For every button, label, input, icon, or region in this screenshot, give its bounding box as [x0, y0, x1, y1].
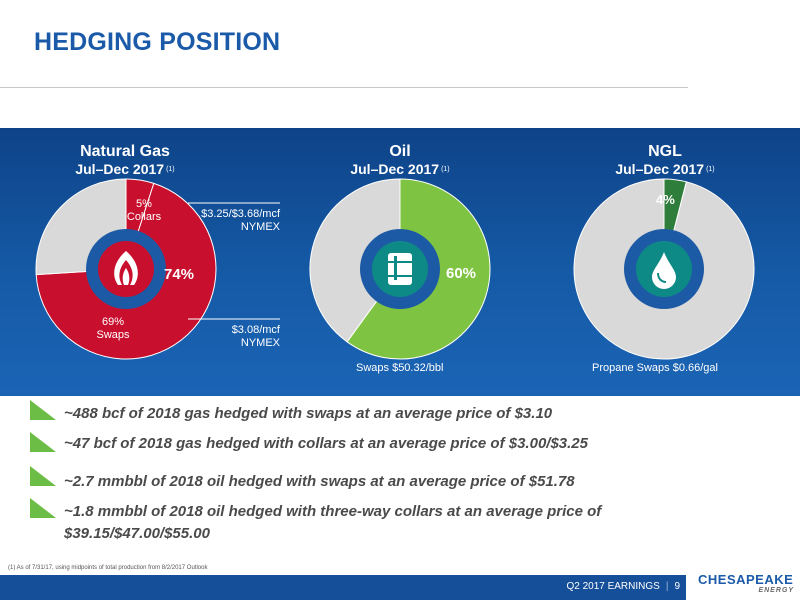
gas-collars-price: $3.25/$3.68/mcf NYMEX — [201, 208, 280, 233]
oil-chart-header: Oil Jul–Dec 2017 (1) — [325, 142, 475, 178]
bullet-triangle-icon — [30, 498, 56, 518]
droplet-icon — [652, 252, 676, 289]
title-divider — [0, 87, 688, 88]
footnote: (1) As of 7/31/17, using midpoints of to… — [8, 565, 208, 571]
ngl-chart-header: NGL Jul–Dec 2017 (1) — [590, 142, 740, 178]
gas-chart-header: Natural Gas Jul–Dec 2017 (1) — [60, 142, 190, 178]
oil-caption: Swaps $50.32/bbl — [356, 362, 444, 374]
gas-swaps-label: 69% Swaps — [96, 316, 130, 341]
gas-swaps-price: $3.08/mcf NYMEX — [231, 324, 280, 349]
oil-chart-period: Jul–Dec 2017 — [350, 161, 440, 177]
oil-barrel-icon — [388, 253, 412, 285]
company-logo: CHESAPEAKE ENERGY — [698, 572, 794, 594]
flame-icon — [114, 251, 138, 285]
ngl-hedged-percent: 4% — [656, 192, 675, 207]
bullet-triangle-icon — [30, 466, 56, 486]
charts-panel: Natural Gas Jul–Dec 2017 (1) Oil Jul–Dec … — [0, 128, 800, 396]
page-title: HEDGING POSITION — [34, 28, 281, 56]
ngl-chart-name: NGL — [648, 143, 682, 160]
oil-hedged-percent: 60% — [446, 265, 477, 282]
ngl-chart-period: Jul–Dec 2017 — [615, 161, 705, 177]
gas-collars-label: 5% Collars — [126, 198, 162, 223]
oil-note-ref: (1) — [441, 166, 450, 173]
donut-charts — [35, 178, 755, 360]
page-number: 9 — [674, 581, 680, 592]
oil-unhedged-slice — [309, 178, 401, 343]
gas-note-ref: (1) — [166, 166, 175, 173]
gas-chart-period: Jul–Dec 2017 — [75, 161, 165, 177]
footer-bar: Q2 2017 EARNINGS | 9 — [0, 575, 686, 600]
ngl-caption: Propane Swaps $0.66/gal — [592, 362, 718, 374]
gas-chart-name: Natural Gas — [80, 143, 170, 160]
oil-chart-name: Oil — [389, 143, 411, 160]
ngl-note-ref: (1) — [706, 166, 715, 173]
bullet-triangle-icon — [30, 400, 56, 420]
footer-label: Q2 2017 EARNINGS | 9 — [566, 581, 680, 592]
gas-hedged-percent: 74% — [164, 266, 195, 283]
bullet-triangle-icon — [30, 432, 56, 452]
